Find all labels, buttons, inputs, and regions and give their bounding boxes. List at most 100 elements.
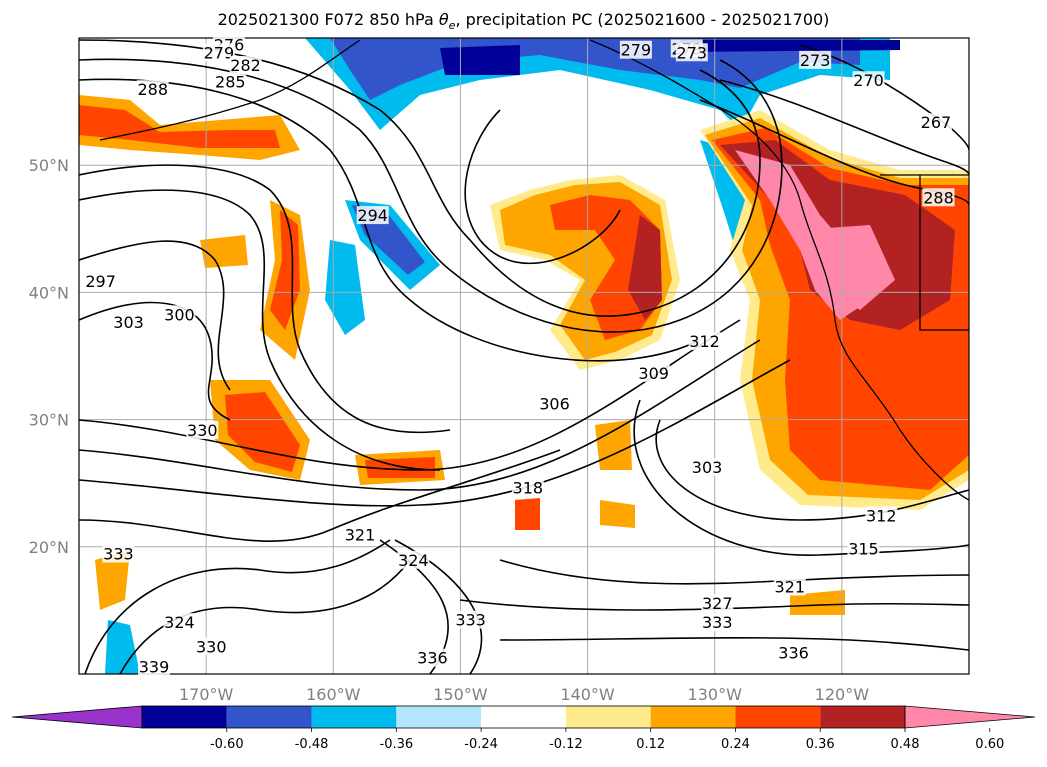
- contour-labels: 2762792822852882942973003033303063093123…: [84, 35, 955, 677]
- positive-precip-region: [628, 215, 662, 320]
- contour-label-bg: [538, 394, 571, 413]
- gridlines: [79, 38, 969, 674]
- contour-line: [655, 419, 969, 521]
- latitude-labels: 50°N 40°N 30°N 20°N: [29, 156, 69, 557]
- contour-line: [84, 539, 391, 674]
- contour-label: 297: [85, 272, 116, 291]
- title-prefix: 2025021300 F072 850 hPa: [217, 10, 439, 29]
- map-content: [79, 38, 969, 674]
- coastlines: [99, 39, 969, 501]
- colorbar-bin: [311, 706, 397, 728]
- contour-label-bg: [195, 637, 228, 656]
- colorbar-tick-label: -0.12: [549, 737, 583, 752]
- lat-tick-label: 40°N: [29, 283, 69, 302]
- contour-label-bg: [691, 457, 724, 476]
- contour-label: 336: [778, 644, 809, 663]
- negative-precip-region: [105, 620, 140, 674]
- positive-precip-region: [600, 500, 635, 528]
- contour-label-bg: [777, 643, 810, 662]
- state-borders: [880, 174, 969, 331]
- colorbar-bin: [226, 706, 312, 728]
- colorbar-extend-high: [904, 705, 1036, 729]
- contour-line: [79, 240, 231, 391]
- contour-label-bg: [688, 332, 721, 351]
- contour-label-bg: [202, 43, 235, 62]
- colorbar-tick-label: 0.36: [806, 737, 835, 752]
- lat-tick-label: 50°N: [29, 156, 69, 175]
- contour-label-bg: [454, 610, 487, 629]
- contour-label-bg: [186, 421, 219, 440]
- contour-line: [79, 189, 441, 471]
- contour-label: 279: [204, 43, 235, 62]
- contour-label-bg: [919, 113, 952, 132]
- contour-label: 273: [800, 51, 831, 70]
- contour-label: 312: [866, 506, 897, 525]
- positive-precip-region: [550, 195, 662, 340]
- contour-label: 309: [638, 364, 669, 383]
- positive-precip-region: [595, 420, 632, 470]
- contour-line: [79, 78, 701, 362]
- contour-label-bg: [675, 43, 708, 62]
- contour-label: 315: [848, 539, 879, 558]
- contour-label: 336: [417, 649, 448, 668]
- contour-label-bg: [343, 525, 376, 544]
- contour-label: 267: [921, 113, 952, 132]
- contour-line: [79, 301, 231, 421]
- contour-label-bg: [799, 50, 832, 69]
- contour-label: 330: [196, 637, 227, 656]
- contour-label-bg: [773, 577, 806, 596]
- colorbar-tick-label: -0.36: [380, 737, 414, 752]
- contour-label-bg: [229, 55, 262, 74]
- negative-precip-region: [440, 40, 900, 75]
- contour-label: 321: [345, 525, 376, 544]
- positive-precip-region: [790, 590, 845, 615]
- map-frame: [78, 37, 970, 675]
- colorbar-tick-label: 0.12: [636, 737, 665, 752]
- positive-precip-region: [200, 235, 248, 268]
- contour-line: [719, 79, 969, 176]
- colorbar-bin: [396, 706, 482, 728]
- contour-line: [633, 399, 969, 556]
- title-suffix: , precipitation PC (2025021600 - 2025021…: [455, 10, 830, 29]
- colorbar: -0.60 -0.48 -0.36 -0.24 -0.12 0.12 0.24 0.36 0.4…: [11, 705, 1036, 752]
- lat-tick-label: 30°N: [29, 411, 69, 430]
- lat-tick-label: 20°N: [29, 538, 69, 557]
- contour-label-bg: [619, 40, 652, 59]
- colorbar-tick-label: 0.48: [891, 737, 920, 752]
- contour-label-bg: [84, 272, 117, 291]
- contour-label: 294: [357, 206, 388, 225]
- contour-label-bg: [922, 188, 955, 207]
- contour-label: 333: [455, 611, 486, 630]
- title-theta: θ: [438, 10, 449, 29]
- colorbar-bin: [142, 706, 227, 728]
- contour-label: 303: [113, 313, 144, 332]
- contour-label: 339: [139, 658, 170, 677]
- lon-tick-label: 150°W: [433, 685, 488, 704]
- contour-label-bg: [102, 544, 135, 563]
- contour-line: [79, 449, 561, 542]
- contour-line: [499, 636, 969, 651]
- contour-label: 327: [702, 594, 733, 613]
- contour-label-bg: [136, 80, 169, 99]
- colorbar-extend-low: [11, 705, 143, 729]
- colorbar-tick-label: -0.48: [295, 737, 329, 752]
- contour-line: [699, 99, 969, 206]
- positive-precip-region: [95, 550, 130, 610]
- contour-line: [464, 109, 621, 265]
- contour-label-bg: [112, 312, 145, 331]
- longitude-labels: 170°W 160°W 150°W 140°W 130°W 120°W: [179, 685, 869, 704]
- precip-fills: [79, 38, 969, 674]
- colorbar-frame: [141, 705, 906, 729]
- contour-label-bg: [397, 550, 430, 569]
- colorbar-bin: [565, 706, 651, 728]
- positive-precip-region: [800, 225, 895, 310]
- lon-tick-label: 140°W: [560, 685, 615, 704]
- contour-label: 270: [853, 71, 884, 90]
- lon-tick-label: 130°W: [688, 685, 743, 704]
- contour-label-bg: [163, 305, 196, 324]
- contour-label: 279: [621, 41, 652, 60]
- colorbar-bin: [820, 706, 905, 728]
- contour-label: 318: [513, 478, 544, 497]
- map-title: 2025021300 F072 850 hPa θe, precipitatio…: [0, 10, 1047, 32]
- contour-line: [799, 44, 969, 151]
